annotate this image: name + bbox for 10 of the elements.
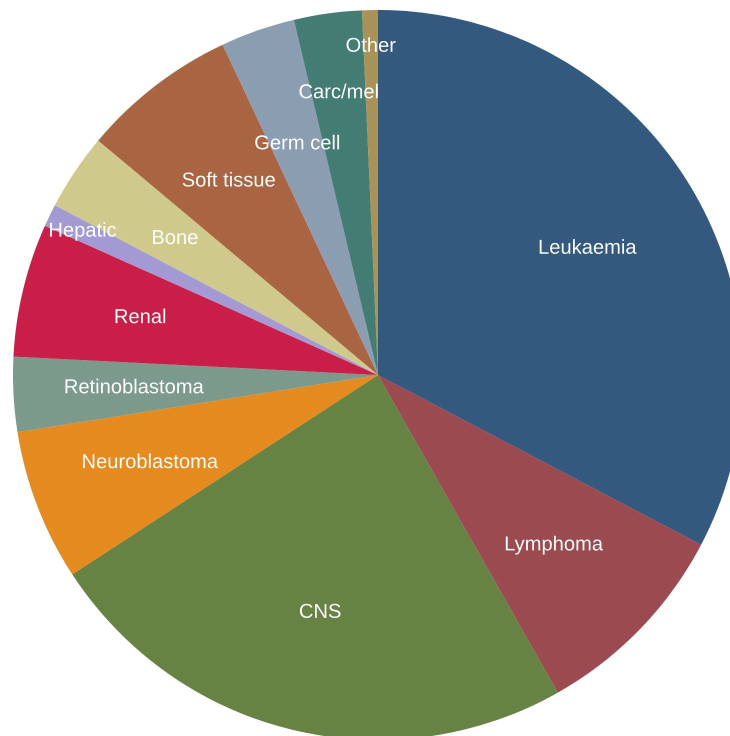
slice-label: Renal [116,308,166,324]
slice-label: Carc/mel [300,84,378,98]
slice-label: Neuroblastoma [83,453,218,468]
slice-label: Lymphoma [506,536,604,555]
slice-label: Other [346,37,396,52]
slice-label: Soft tissue [182,172,275,187]
slice-label: Retinoblastoma [65,378,204,394]
slice-label: Bone [153,230,198,244]
slice-label: CNS [300,604,340,618]
slice-label: Leukaemia [540,239,637,254]
